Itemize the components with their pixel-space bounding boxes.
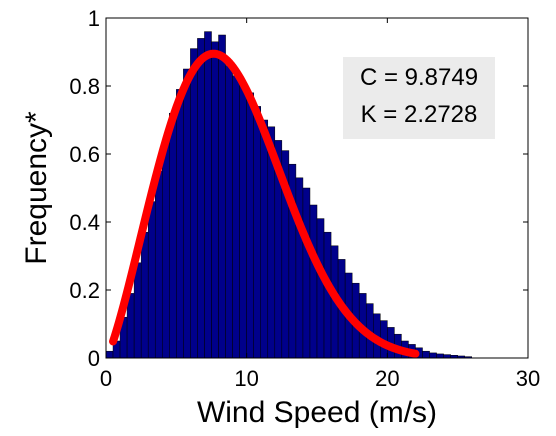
histogram-bar xyxy=(422,350,430,359)
parameter-c-text: C = 9.8749 xyxy=(360,64,478,91)
histogram-bar xyxy=(295,177,304,359)
x-tick-label: 0 xyxy=(100,366,112,391)
histogram-bar xyxy=(105,350,114,359)
histogram-bar xyxy=(260,119,269,359)
x-tick-label: 30 xyxy=(516,366,540,391)
parameter-k-text: K = 2.2728 xyxy=(361,101,478,128)
histogram-bar xyxy=(133,262,142,359)
histogram-bar xyxy=(246,92,254,359)
histogram-bar xyxy=(154,170,163,359)
histogram-bar xyxy=(218,34,226,359)
histogram-bar xyxy=(302,187,311,359)
x-tick-label: 10 xyxy=(234,366,258,391)
histogram-bar xyxy=(225,65,233,359)
histogram-bar xyxy=(253,106,261,359)
y-axis-ticks: 0 0.2 0.4 0.6 0.8 1 xyxy=(69,6,528,371)
histogram-bar xyxy=(316,218,325,359)
histogram-bar xyxy=(162,140,170,359)
weibull-fit-curve xyxy=(109,49,420,358)
histogram-bar xyxy=(183,68,191,359)
x-axis-label: Wind Speed (m/s) xyxy=(197,396,437,429)
plot-area-frame xyxy=(105,17,529,359)
histogram-bar xyxy=(211,41,219,359)
histogram-bar xyxy=(147,201,156,359)
y-tick-label: 1 xyxy=(88,6,100,31)
y-tick-label: 0.6 xyxy=(69,142,100,167)
y-tick-label: 0.2 xyxy=(69,278,100,303)
weibull-parameters-box: C = 9.8749 K = 2.2728 xyxy=(343,57,495,139)
histogram-bar xyxy=(239,82,247,359)
histogram-bar xyxy=(190,48,198,359)
y-axis-label: Frequency* xyxy=(20,111,53,265)
y-tick-label: 0.4 xyxy=(69,210,100,235)
histogram-bar xyxy=(429,352,437,359)
histogram-bar xyxy=(232,75,240,359)
histogram-bar xyxy=(443,354,451,359)
x-tick-label: 20 xyxy=(375,366,399,391)
x-axis-ticks: 0 10 20 30 xyxy=(100,18,540,391)
parameters-box-background xyxy=(343,57,495,139)
histogram-bar xyxy=(169,112,177,359)
histogram-bar xyxy=(176,89,184,359)
histogram-bar xyxy=(436,353,444,359)
histogram-bar xyxy=(140,231,149,359)
histogram-bar xyxy=(309,204,318,359)
y-tick-label: 0.8 xyxy=(69,74,100,99)
y-tick-label: 0 xyxy=(88,346,100,371)
histogram-bar xyxy=(204,31,212,359)
histogram-bar xyxy=(197,38,205,359)
